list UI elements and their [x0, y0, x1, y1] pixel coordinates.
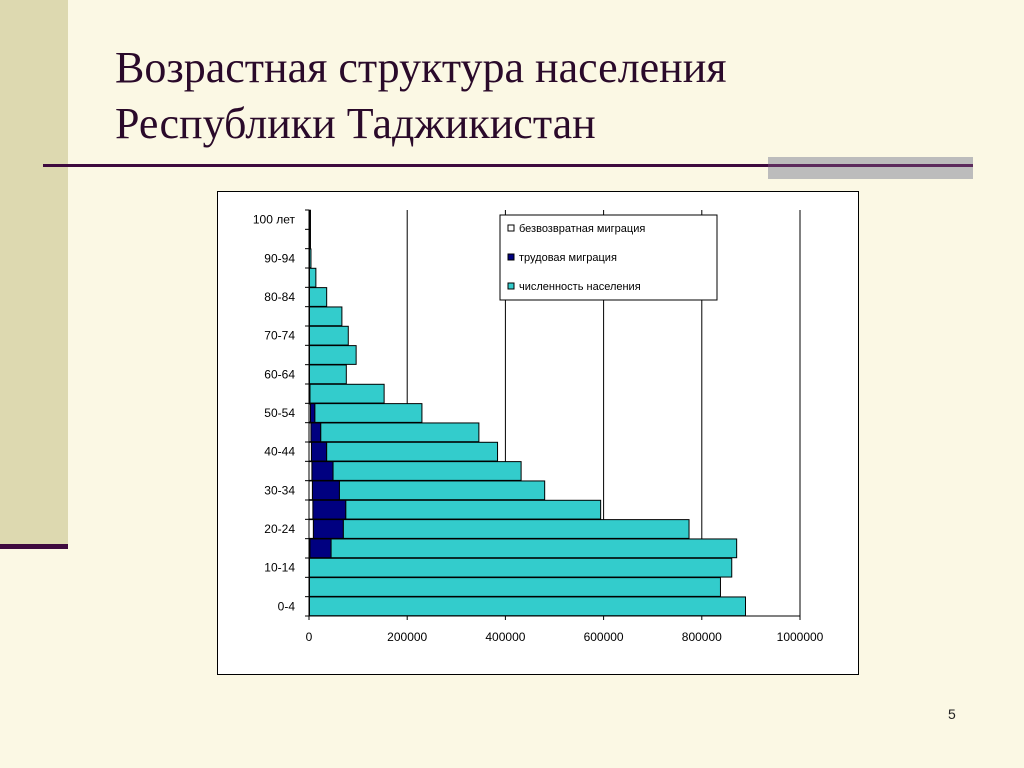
population-pyramid-chart: 0-4 10-14 20-24 30-34 40-44 50-54 60-64 70-74 80…	[253, 209, 824, 644]
title-rule	[43, 164, 973, 167]
x-tick-label: 0	[306, 630, 313, 644]
bar-1-5	[312, 499, 347, 520]
bar-1-6	[311, 480, 340, 501]
slide-title-line-2: Республики Таджикистан	[115, 99, 596, 148]
bar-0-4	[308, 519, 314, 539]
bar-1-8	[310, 441, 328, 462]
y-tick-label: 100 лет	[253, 213, 296, 227]
bar-2-0	[308, 596, 746, 617]
bar-1-7	[311, 461, 334, 481]
bar-2-10	[314, 403, 423, 423]
bar-2-6	[338, 480, 546, 501]
bar-2-19	[308, 229, 311, 249]
legend-swatch	[507, 253, 515, 261]
y-tick-label: 90-94	[264, 251, 295, 265]
bar-2-9	[320, 422, 480, 443]
bar-0-6	[308, 480, 313, 501]
y-tick-label: 50-54	[264, 406, 295, 420]
bar-2-17	[308, 267, 317, 288]
bar-1-4	[312, 519, 344, 539]
legend-label: численность населения	[519, 281, 641, 293]
bar-1-3	[309, 538, 332, 559]
page-number: 5	[948, 706, 956, 722]
left-decorative-band	[0, 0, 68, 548]
y-tick-label: 60-64	[264, 367, 295, 381]
bar-2-8	[326, 441, 499, 462]
x-tick-label: 600000	[584, 630, 624, 644]
slide-title-line-1: Возрастная структура населения	[115, 43, 727, 92]
bar-0-5	[308, 499, 314, 520]
y-tick-label: 20-24	[264, 522, 295, 536]
bar-1-10	[309, 403, 316, 423]
y-tick-label: 40-44	[264, 445, 295, 459]
title-rule-accent-line	[768, 164, 973, 167]
bar-1-9	[310, 422, 322, 443]
bar-2-11	[309, 383, 385, 404]
legend-swatch	[507, 224, 515, 232]
slide-title: Возрастная структура населения Республик…	[115, 40, 935, 152]
x-tick-label: 400000	[485, 630, 525, 644]
bar-2-5	[345, 499, 602, 520]
bar-2-4	[342, 519, 690, 539]
legend-label: трудовая миграция	[519, 252, 617, 264]
y-tick-label: 70-74	[264, 329, 295, 343]
bar-2-15	[308, 306, 343, 327]
y-tick-label: 80-84	[264, 290, 295, 304]
bar-2-16	[308, 287, 328, 307]
bar-2-18	[308, 248, 312, 269]
left-band-divider	[0, 544, 68, 549]
title-rule-accent	[768, 157, 973, 179]
bar-2-2	[308, 557, 733, 578]
x-tick-label: 800000	[682, 630, 722, 644]
chart-legend	[499, 214, 718, 301]
y-tick-label: 10-14	[264, 561, 295, 575]
x-tick-label: 1000000	[777, 630, 824, 644]
bar-2-14	[308, 325, 349, 346]
y-tick-label: 0-4	[278, 599, 296, 613]
chart-frame: 0-4 10-14 20-24 30-34 40-44 50-54 60-64 70-74 80…	[217, 191, 859, 675]
bar-2-12	[308, 364, 347, 385]
legend-label: безвозвратная миграция	[519, 223, 645, 235]
bar-2-7	[332, 461, 522, 481]
x-tick-label: 200000	[387, 630, 427, 644]
bar-2-20	[308, 209, 311, 230]
bar-2-3	[330, 538, 738, 559]
y-tick-label: 30-34	[264, 483, 295, 497]
bar-2-13	[308, 345, 357, 365]
bar-2-1	[308, 577, 721, 597]
legend-swatch	[507, 282, 515, 290]
